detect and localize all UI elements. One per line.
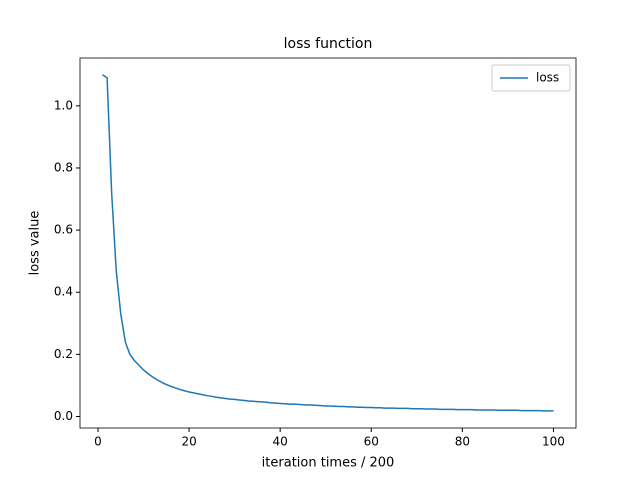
loss-line <box>102 74 554 412</box>
y-tick-label: 0.8 <box>54 160 73 174</box>
y-axis-label: loss value <box>28 211 43 276</box>
y-tick-label: 0.0 <box>54 409 73 423</box>
x-tick-label: 80 <box>455 435 470 449</box>
x-tick-label: 0 <box>94 435 102 449</box>
y-tick-label: 1.0 <box>54 98 73 112</box>
x-tick-label: 60 <box>364 435 379 449</box>
y-tick-label: 0.6 <box>54 223 73 237</box>
chart-title: loss function <box>284 36 373 52</box>
x-tick-label: 20 <box>181 435 196 449</box>
axes-frame <box>79 57 577 429</box>
legend-label: loss <box>536 71 559 85</box>
legend-box <box>491 64 571 92</box>
x-tick-label: 100 <box>542 435 565 449</box>
y-tick-label: 0.4 <box>54 285 73 299</box>
y-tick-label: 0.2 <box>54 347 73 361</box>
x-tick-label: 40 <box>273 435 288 449</box>
x-axis-label: iteration times / 200 <box>262 456 395 471</box>
